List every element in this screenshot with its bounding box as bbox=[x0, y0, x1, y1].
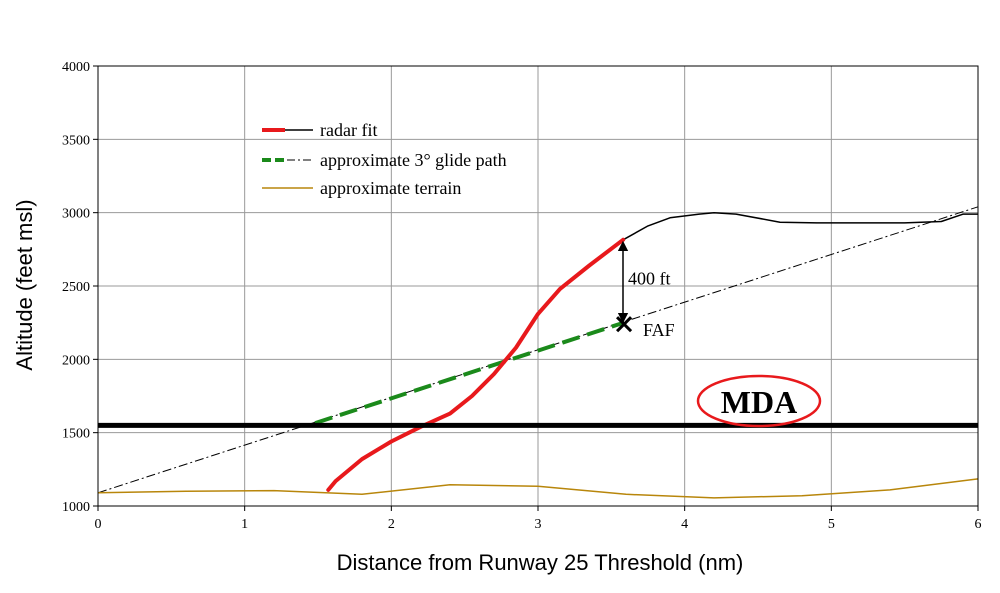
x-tick-label: 2 bbox=[388, 517, 395, 532]
mda-label: MDA bbox=[721, 384, 797, 420]
y-tick-label: 2000 bbox=[62, 353, 90, 368]
annotations: 400 ft FAF bbox=[616, 240, 675, 340]
legend-label: approximate 3° glide path bbox=[320, 150, 507, 170]
faf-marker-stroke bbox=[616, 316, 633, 333]
x-tick-label: 1 bbox=[241, 517, 248, 532]
legend-label: approximate terrain bbox=[320, 178, 461, 198]
series-line-approximate-terrain bbox=[97, 478, 979, 499]
x-tick-label: 3 bbox=[535, 517, 542, 532]
grid bbox=[97, 65, 979, 507]
y-tick-label: 2500 bbox=[62, 280, 90, 295]
legend-label: radar fit bbox=[320, 120, 377, 140]
y-tick-label: 3500 bbox=[62, 133, 90, 148]
plot-frame bbox=[97, 65, 979, 507]
x-tick-label: 4 bbox=[681, 517, 688, 532]
x-axis-title: Distance from Runway 25 Threshold (nm) bbox=[337, 550, 744, 575]
y-tick-label: 1000 bbox=[62, 500, 90, 515]
tick-labels: 0 1 2 3 4 5 6 1000 1500 2000 2500 3000 3500 4000 bbox=[62, 60, 982, 532]
y-tick-label: 4000 bbox=[62, 60, 90, 75]
series-line-radar-fit-red bbox=[326, 237, 626, 492]
y-tick-label: 1500 bbox=[62, 427, 90, 442]
x-tick-label: 0 bbox=[95, 517, 102, 532]
series-line-radar-fit-black bbox=[622, 211, 978, 241]
mda-ellipse bbox=[696, 374, 822, 428]
altitude-diff-label: 400 ft bbox=[628, 269, 671, 289]
faf-label: FAF bbox=[643, 320, 675, 340]
series-layer bbox=[97, 206, 979, 499]
x-tick-label: 5 bbox=[828, 517, 835, 532]
y-axis-title: Altitude (feet msl) bbox=[12, 199, 37, 370]
faf-marker bbox=[616, 316, 633, 333]
legend: radar fit approximate 3° glide path approx… bbox=[262, 120, 507, 198]
x-tick-label: 6 bbox=[975, 517, 982, 532]
series-line-approximate-3-glide-path-green bbox=[314, 321, 623, 426]
reference-layer: MDA bbox=[98, 374, 978, 428]
y-tick-label: 3000 bbox=[62, 207, 90, 222]
